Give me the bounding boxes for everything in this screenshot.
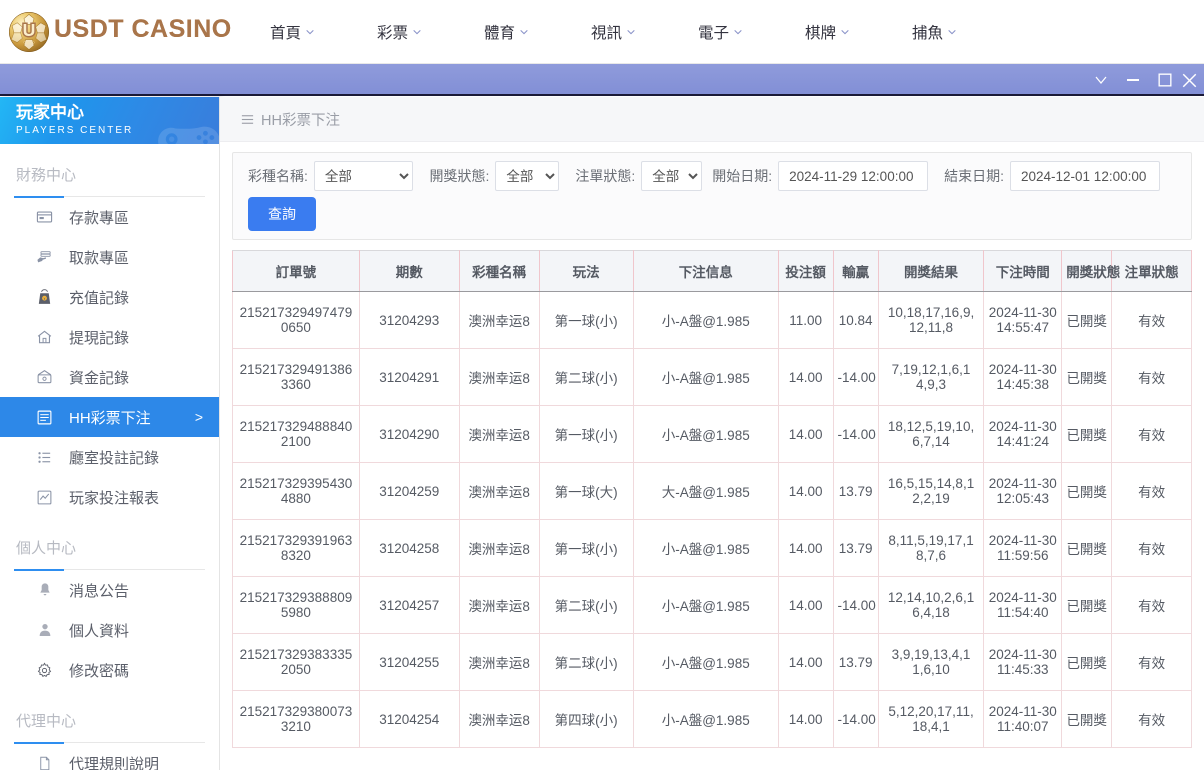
- svg-text:Casino: Casino: [23, 41, 34, 45]
- svg-text:¥: ¥: [44, 296, 46, 300]
- svg-text:U: U: [23, 20, 36, 40]
